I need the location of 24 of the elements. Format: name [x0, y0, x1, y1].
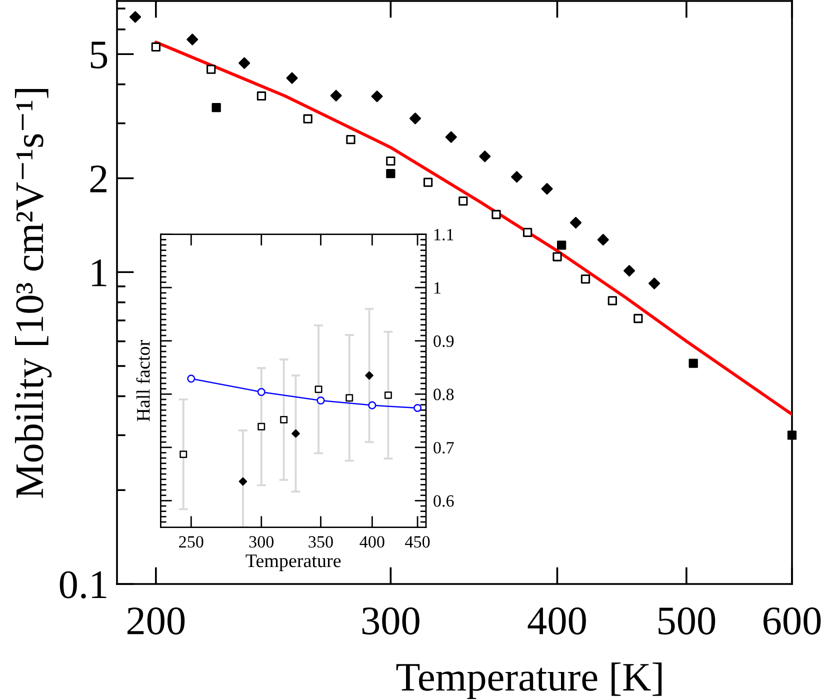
y-axis-title: Hall factor	[136, 340, 150, 422]
y-tick-label: 1.1	[434, 228, 454, 240]
x-tick-label: 400	[528, 607, 586, 635]
x-tick-label: 300	[362, 607, 420, 635]
y-tick-label: 1	[434, 282, 440, 294]
y-tick-label: 5	[90, 42, 108, 68]
y-tick-label: 0.1	[60, 571, 106, 599]
x-tick-label: 200	[127, 607, 185, 635]
y-tick-label: 0.6	[434, 495, 454, 507]
x-axis-title: Temperature [K]	[396, 662, 662, 700]
y-tick-label: 0.9	[434, 335, 454, 348]
x-tick-label: 400	[360, 536, 384, 548]
x-tick-label: 600	[764, 607, 821, 635]
x-tick-label: 500	[658, 607, 716, 635]
y-tick-label: 0.8	[434, 388, 454, 400]
y-tick-label: 1	[92, 259, 106, 286]
x-axis-title: Temperature	[246, 554, 341, 572]
y-axis-title: Mobility [10³ cm²V⁻¹s⁻¹]	[14, 88, 52, 498]
y-tick-label: 2	[90, 166, 106, 192]
x-tick-label: 450	[405, 536, 430, 548]
x-tick-label: 350	[308, 536, 333, 548]
x-tick-label: 300	[249, 536, 274, 548]
y-tick-label: 0.7	[434, 442, 454, 454]
x-tick-label: 250	[179, 536, 204, 548]
